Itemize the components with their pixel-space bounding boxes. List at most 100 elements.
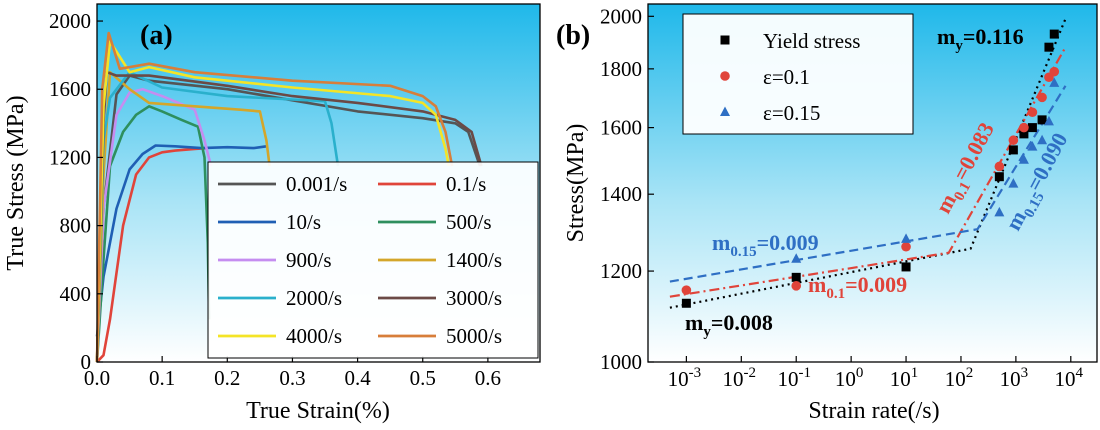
fit-line-2 [669, 85, 1067, 283]
point-0-15 [1037, 134, 1048, 145]
legend-marker-yield-stress [720, 35, 730, 45]
panel-a: 0.0 0.1 0.2 0.3 0.4 0.5 0.6 0 400 800 1200 1600 2000… [3, 3, 541, 424]
legend-label-3000-s: 3000/s [446, 286, 502, 310]
point-0-1 [1019, 122, 1029, 133]
point-0-15 [1008, 178, 1019, 188]
x-tick-label: 102 [945, 365, 974, 391]
point-yield-stress [901, 262, 911, 272]
x-tick-label: 0.5 [410, 366, 436, 390]
legend-marker-0-15 [720, 106, 730, 116]
x-tick-label: 103 [1000, 365, 1029, 391]
legend-marker-0-1 [720, 71, 730, 81]
panel-b-y-axis-title: Stress(MPa) [563, 124, 589, 243]
panel-a-legend: 0.001/s 0.1/s 10/s 500/s 900/s 1400/s 2000/s 30… [207, 161, 539, 359]
series-line-500-s [95, 105, 211, 363]
x-tick-label: 0.2 [214, 366, 240, 390]
panel-a-y-axis-title: True Stress (MPa) [3, 95, 29, 270]
point-0-1 [791, 281, 802, 291]
y-tick-label: 1800 [600, 57, 642, 81]
panel-b-legend: Yield stress ε=0.1 ε=0.15 [682, 13, 914, 135]
x-tick-label: 10-1 [777, 365, 811, 391]
y-tick-label: 1000 [600, 350, 642, 374]
x-tick-label: 101 [890, 365, 919, 391]
panel-a-frame [96, 3, 541, 363]
annotation-m01-low: m0.1=0.009 [808, 272, 907, 302]
panel-a-label: (a) [140, 20, 173, 51]
legend-label-0-15: ε=0.15 [763, 101, 820, 125]
panel-a-series-group [95, 31, 483, 363]
panel-b: 10-3 10-2 10-1 100 101 102 103 104 1000 1200 1400 1… [556, 3, 1098, 424]
point-yield-stress [791, 272, 801, 282]
series-line-2000-s [95, 70, 340, 363]
point-yield-stress [1044, 42, 1054, 52]
y-tick-label: 400 [60, 282, 92, 306]
y-tick-label: 0 [81, 350, 92, 374]
point-yield-stress [1027, 123, 1037, 133]
y-tick-label: 2000 [49, 9, 91, 33]
panel-b-x-axis-title: Strain rate(/s) [808, 398, 939, 424]
legend-label-10-s: 10/s [286, 210, 321, 234]
y-tick-label: 1600 [600, 116, 642, 140]
panel-b-frame [647, 3, 1098, 363]
panel-a-x-axis-title: True Strain(%) [246, 398, 390, 424]
point-0-1 [1037, 92, 1047, 103]
point-0-15 [1043, 115, 1054, 126]
y-tick-label: 1200 [49, 145, 91, 169]
x-tick-label: 10-3 [668, 365, 702, 391]
x-tick-label: 0.1 [149, 366, 175, 390]
legend-label-4000-s: 4000/s [286, 324, 342, 348]
point-0-15 [1018, 154, 1029, 164]
point-0-1 [1027, 107, 1038, 118]
series-line-4000-s [95, 40, 451, 363]
x-tick-label: 0.3 [279, 366, 305, 390]
point-0-1 [1049, 66, 1060, 77]
point-0-15 [1027, 141, 1038, 151]
legend-label-2000-s: 2000/s [286, 286, 342, 310]
legend-label-0-1: ε=0.1 [763, 65, 810, 89]
panel-b-ticks: 10-3 10-2 10-1 100 101 102 103 104 1000 1200 1400 1… [600, 4, 1084, 391]
fit-line-1 [669, 46, 1067, 298]
y-tick-label: 2000 [600, 4, 642, 28]
fit-line-0 [669, 18, 1067, 309]
x-tick-label: 104 [1055, 365, 1084, 391]
x-tick-label: 0.0 [84, 366, 110, 390]
point-yield-stress [1008, 145, 1018, 155]
point-yield-stress [994, 172, 1004, 182]
panel-a-ticks: 0.0 0.1 0.2 0.3 0.4 0.5 0.6 0 400 800 1200 1600 2000 [49, 9, 501, 390]
point-yield-stress [1049, 29, 1059, 39]
x-tick-label: 100 [835, 365, 864, 391]
legend-label-1400-s: 1400/s [446, 248, 502, 272]
x-tick-label: 10-2 [723, 365, 757, 391]
x-tick-label: 0.6 [475, 366, 501, 390]
panel-b-points [681, 29, 1060, 308]
legend-label-500-s: 500/s [446, 210, 492, 234]
point-0-1 [994, 161, 1005, 172]
point-yield-stress [681, 298, 691, 308]
legend-label-0-1-s: 0.1/s [446, 172, 486, 196]
y-tick-label: 800 [60, 214, 92, 238]
point-0-15 [1049, 77, 1060, 87]
legend-label-900-s: 900/s [286, 248, 332, 272]
series-line-0-1-s [96, 146, 208, 363]
annotation-my-high: my=0.116 [937, 24, 1024, 54]
annotation-my-low: my=0.008 [685, 310, 773, 340]
legend-label-0-001-s: 0.001/s [286, 172, 347, 196]
panel-b-fit-lines [669, 18, 1067, 309]
legend-label-yield-stress: Yield stress [763, 29, 860, 53]
y-tick-label: 1600 [49, 77, 91, 101]
series-line-900-s [95, 87, 213, 363]
y-tick-label: 1400 [600, 182, 642, 206]
point-yield-stress [1019, 129, 1029, 139]
point-0-15 [901, 233, 912, 243]
series-line-5000-s [95, 31, 454, 363]
panel-b-label: (b) [556, 20, 590, 51]
point-yield-stress [1037, 115, 1047, 125]
series-line-10-s [95, 144, 267, 337]
y-tick-label: 1200 [600, 259, 642, 283]
point-0-1 [1008, 135, 1019, 146]
legend-label-5000-s: 5000/s [446, 324, 502, 348]
annotation-m015-low: m0.15=0.009 [712, 230, 819, 260]
point-0-1 [681, 285, 692, 295]
point-0-1 [901, 241, 911, 252]
